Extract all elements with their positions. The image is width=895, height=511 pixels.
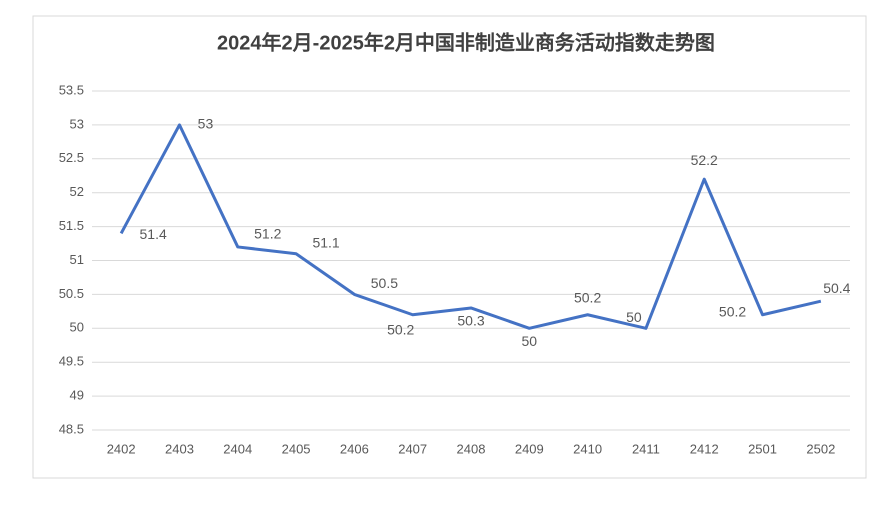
x-tick-label: 2408 — [457, 441, 486, 456]
y-tick-label: 51 — [70, 252, 84, 267]
y-tick-label: 49 — [70, 388, 84, 403]
y-tick-label: 52 — [70, 184, 84, 199]
y-tick-label: 52.5 — [59, 150, 84, 165]
data-label: 52.2 — [691, 152, 718, 168]
chart-title: 2024年2月-2025年2月中国非制造业商务活动指数走势图 — [217, 30, 715, 54]
x-tick-label: 2403 — [165, 441, 194, 456]
data-line — [119, 123, 822, 330]
y-tick-label: 50.5 — [59, 286, 84, 301]
y-tick-label: 49.5 — [59, 354, 84, 369]
data-label: 53 — [198, 116, 214, 132]
x-tick-label: 2404 — [223, 441, 252, 456]
x-tick-label: 2502 — [806, 441, 835, 456]
y-tick-label: 53.5 — [59, 82, 84, 97]
data-label: 50.4 — [823, 280, 850, 296]
data-label: 50.2 — [387, 321, 414, 337]
x-tick-label: 2405 — [282, 441, 311, 456]
x-tick-label: 2406 — [340, 441, 369, 456]
x-tick-label: 2407 — [398, 441, 427, 456]
data-label: 51.4 — [140, 226, 167, 242]
chart-frame — [32, 15, 867, 479]
x-tick-label: 2501 — [748, 441, 777, 456]
y-tick-label: 51.5 — [59, 218, 84, 233]
y-tick-label: 50 — [70, 320, 84, 335]
data-label: 50.2 — [574, 289, 601, 305]
x-tick-label: 2402 — [107, 441, 136, 456]
data-label: 50.5 — [371, 275, 398, 291]
data-label: 51.2 — [254, 226, 281, 242]
x-tick-label: 2410 — [573, 441, 602, 456]
y-tick-label: 48.5 — [59, 421, 84, 436]
data-label: 51.1 — [312, 234, 339, 250]
data-label: 50.2 — [719, 303, 746, 319]
y-tick-label: 53 — [70, 116, 84, 131]
x-tick-label: 2412 — [690, 441, 719, 456]
data-label: 50 — [522, 333, 538, 349]
x-tick-label: 2411 — [632, 441, 660, 456]
x-tick-label: 2409 — [515, 441, 544, 456]
data-label: 50.3 — [457, 313, 484, 329]
data-label: 50 — [626, 309, 642, 325]
